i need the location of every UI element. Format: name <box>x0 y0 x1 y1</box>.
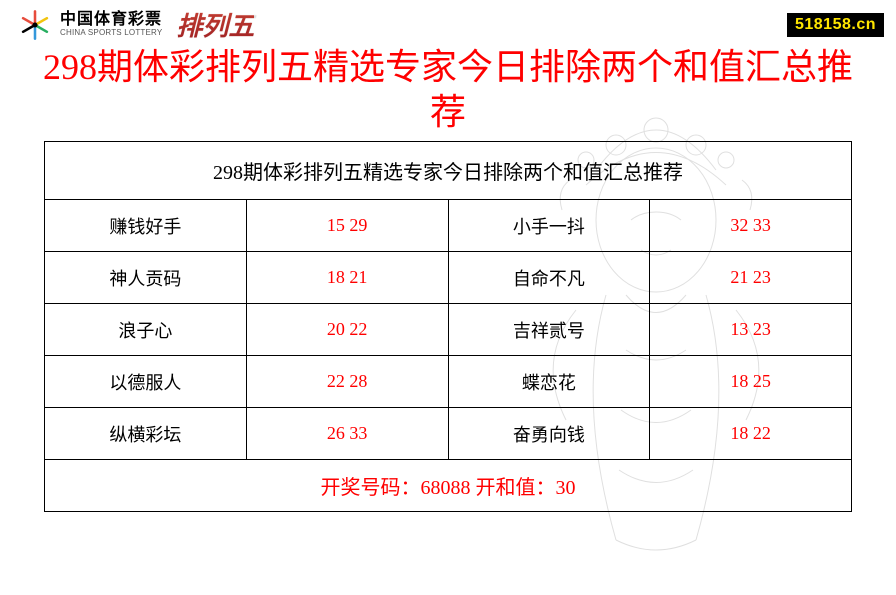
lottery-logo-icon <box>18 8 52 42</box>
expert-name: 以德服人 <box>45 356 247 408</box>
table-header-cell: 298期体彩排列五精选专家今日排除两个和值汇总推荐 <box>45 142 852 200</box>
expert-name: 吉祥贰号 <box>448 304 650 356</box>
table-row: 神人贡码 18 21 自命不凡 21 23 <box>45 252 852 304</box>
logo-block: 中国体育彩票 CHINA SPORTS LOTTERY 排列五 <box>18 6 254 43</box>
logo-cn-text: 中国体育彩票 <box>60 12 162 29</box>
expert-name: 自命不凡 <box>448 252 650 304</box>
expert-name: 神人贡码 <box>45 252 247 304</box>
table-row: 赚钱好手 15 29 小手一抖 32 33 <box>45 200 852 252</box>
expert-numbers: 18 21 <box>246 252 448 304</box>
table-row: 纵横彩坛 26 33 奋勇向钱 18 22 <box>45 408 852 460</box>
expert-numbers: 26 33 <box>246 408 448 460</box>
expert-name: 蝶恋花 <box>448 356 650 408</box>
expert-name: 纵横彩坛 <box>45 408 247 460</box>
expert-name: 奋勇向钱 <box>448 408 650 460</box>
expert-numbers: 20 22 <box>246 304 448 356</box>
expert-numbers: 18 25 <box>650 356 852 408</box>
logo-en-text: CHINA SPORTS LOTTERY <box>60 29 162 37</box>
expert-numbers: 21 23 <box>650 252 852 304</box>
expert-numbers: 32 33 <box>650 200 852 252</box>
table-row: 浪子心 20 22 吉祥贰号 13 23 <box>45 304 852 356</box>
table-row: 以德服人 22 28 蝶恋花 18 25 <box>45 356 852 408</box>
header-bar: 中国体育彩票 CHINA SPORTS LOTTERY 排列五 518158.c… <box>0 0 896 45</box>
expert-numbers: 18 22 <box>650 408 852 460</box>
predictions-table: 298期体彩排列五精选专家今日排除两个和值汇总推荐 赚钱好手 15 29 小手一… <box>44 141 852 512</box>
logo-title: 排列五 <box>176 6 254 43</box>
expert-name: 浪子心 <box>45 304 247 356</box>
expert-numbers: 22 28 <box>246 356 448 408</box>
table-footer-cell: 开奖号码：68088 开和值：30 <box>45 460 852 512</box>
page-title: 298期体彩排列五精选专家今日排除两个和值汇总推荐 <box>0 45 896 141</box>
expert-numbers: 15 29 <box>246 200 448 252</box>
expert-numbers: 13 23 <box>650 304 852 356</box>
expert-name: 小手一抖 <box>448 200 650 252</box>
site-badge: 518158.cn <box>787 13 884 37</box>
expert-name: 赚钱好手 <box>45 200 247 252</box>
